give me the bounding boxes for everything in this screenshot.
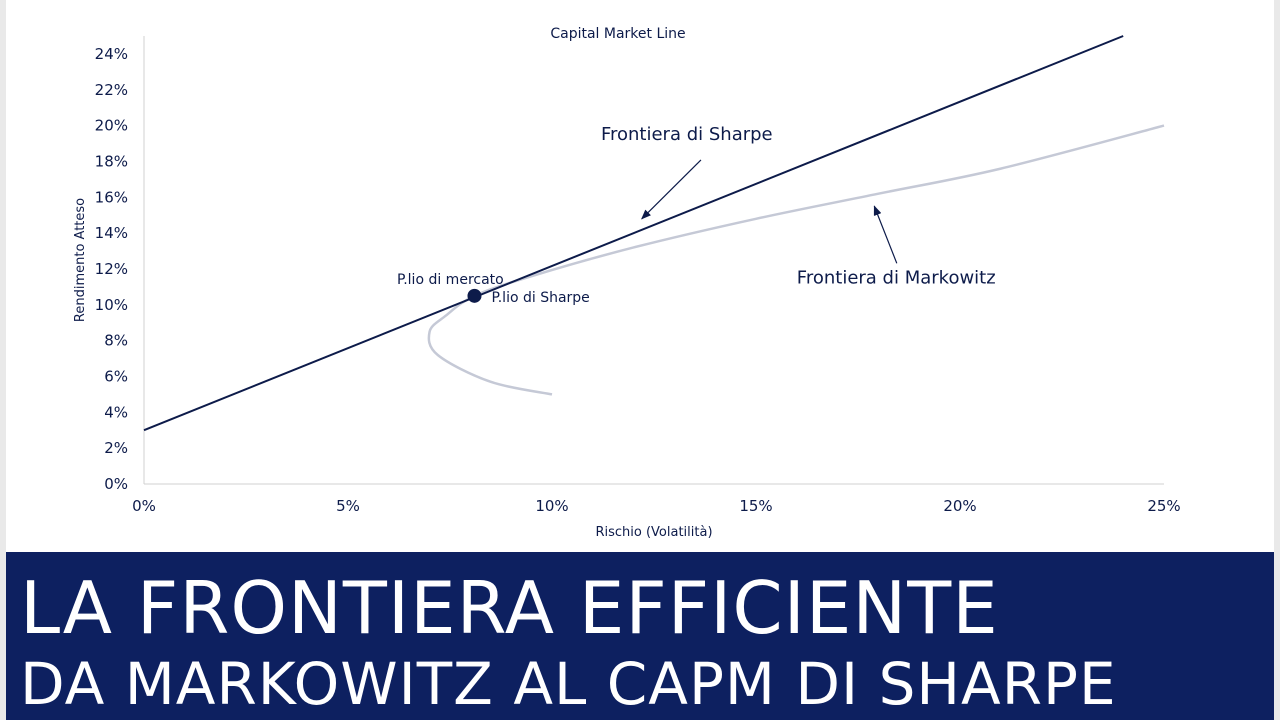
y-tick-label: 12% <box>95 260 128 278</box>
y-tick-label: 10% <box>95 296 128 314</box>
y-tick-label: 4% <box>104 403 128 421</box>
y-tick-label: 2% <box>104 439 128 457</box>
x-tick-label: 15% <box>739 497 772 515</box>
capital-market-line <box>143 35 1124 432</box>
right-border <box>1274 0 1280 720</box>
x-axis-ticks: 0% 5% 10% 15% 20% 25% <box>132 497 1181 515</box>
x-tick-label: 25% <box>1147 497 1180 515</box>
axes <box>143 36 1164 485</box>
markowitz-frontier-line <box>427 124 1165 396</box>
title-banner: LA FRONTIERA EFFICIENTE DA MARKOWITZ AL … <box>6 552 1274 720</box>
sharpe-frontier-arrow <box>641 159 702 220</box>
x-tick-label: 0% <box>132 497 156 515</box>
y-tick-label: 0% <box>104 475 128 493</box>
y-tick-label: 18% <box>95 152 128 170</box>
y-tick-label: 24% <box>95 45 128 63</box>
sharpe-frontier-label: Frontiera di Sharpe <box>601 124 773 145</box>
chart-title: Capital Market Line <box>550 26 685 42</box>
y-tick-label: 8% <box>104 332 128 350</box>
x-tick-label: 5% <box>336 497 360 515</box>
markowitz-frontier-arrow <box>873 205 898 264</box>
y-tick-label: 16% <box>95 188 128 206</box>
markowitz-frontier-label: Frontiera di Markowitz <box>797 267 996 288</box>
y-tick-label: 14% <box>95 224 128 242</box>
y-tick-label: 22% <box>95 81 128 99</box>
left-border <box>0 0 6 720</box>
market-portfolio-point <box>467 288 482 303</box>
x-axis-title: Rischio (Volatilità) <box>595 525 712 540</box>
series-group: P.lio di Sharpe <box>143 35 1165 432</box>
x-tick-label: 20% <box>943 497 976 515</box>
y-tick-label: 20% <box>95 117 128 135</box>
sharpe-portfolio-label: P.lio di Sharpe <box>491 290 589 306</box>
annotations: Frontiera di Sharpe Frontiera di Markowit… <box>397 124 996 288</box>
y-tick-label: 6% <box>104 367 128 385</box>
chart: Capital Market Line 0% 2% 4% 6% 8% 10% 12% 14% 1… <box>73 26 1181 540</box>
y-axis-ticks: 0% 2% 4% 6% 8% 10% 12% 14% 16% 18% 20% 22% 24% <box>95 45 128 493</box>
x-tick-label: 10% <box>535 497 568 515</box>
y-axis-title: Rendimento Atteso <box>73 198 88 322</box>
banner-subtitle: DA MARKOWITZ AL CAPM DI SHARPE <box>20 650 1117 718</box>
banner-title: LA FRONTIERA EFFICIENTE <box>20 566 999 650</box>
market-portfolio-label: P.lio di mercato <box>397 272 504 288</box>
